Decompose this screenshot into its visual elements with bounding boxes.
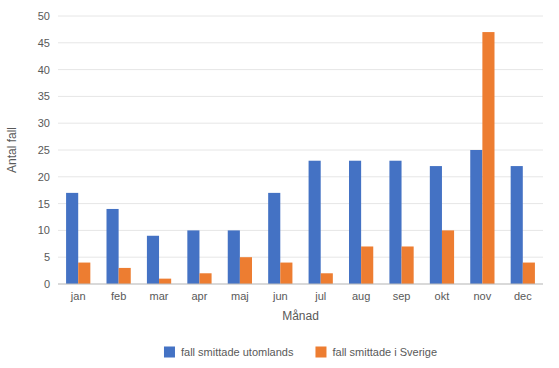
bar [159,279,171,284]
x-tick-label: feb [111,290,126,302]
y-tick-label: 5 [44,251,50,263]
legend-item: fall smittade i Sverige [315,346,437,358]
grid-line [58,16,543,17]
bar [66,193,78,284]
x-axis: jan feb mar apr maj jun jul aug sep okt nov dec [70,290,532,302]
grid-line [58,96,543,97]
y-tick-label: 45 [38,37,50,49]
bar [511,166,523,284]
grid-line [58,123,543,124]
y-tick-label: 20 [38,171,50,183]
bar [78,263,90,284]
legend: fall smittade utomlands fall smittade i S… [164,346,437,358]
x-tick-label: mar [150,290,169,302]
bar [107,209,119,284]
bar [228,230,240,284]
bar [147,236,159,284]
bar [119,268,131,284]
x-tick-label: dec [514,290,532,302]
x-tick-label: jan [70,290,86,302]
x-tick-label: apr [192,290,208,302]
bar [361,246,373,284]
x-tick-label: sep [393,290,411,302]
bar [199,273,211,284]
bar [523,263,535,284]
y-tick-label: 25 [38,144,50,156]
y-tick-label: 0 [44,278,50,290]
x-tick-label: jun [272,290,288,302]
legend-label: fall smittade i Sverige [332,346,437,358]
x-axis-line [58,284,543,285]
legend-label: fall smittade utomlands [181,346,294,358]
bar [187,230,199,284]
bar [321,273,333,284]
x-tick-label: maj [231,290,249,302]
y-tick-label: 40 [38,64,50,76]
x-tick-label: nov [474,290,492,302]
y-axis-label: Antal fall [5,127,19,173]
bar [482,32,494,284]
chart: 0 5 10 15 20 25 30 35 40 45 50 jan feb mar apr maj jun ju… [0,0,559,368]
bar [268,193,280,284]
x-tick-label: jul [314,290,326,302]
chart-container: 0 5 10 15 20 25 30 35 40 45 50 jan feb mar apr maj jun ju… [0,0,559,368]
bar [402,246,414,284]
grid-line [58,69,543,70]
x-tick-label: okt [435,290,450,302]
bar [240,257,252,284]
bar-series [66,150,523,284]
legend-swatch [315,347,326,358]
bar [309,161,321,284]
x-tick-label: aug [352,290,370,302]
bar [389,161,401,284]
grid-line [58,284,543,285]
bar [470,150,482,284]
y-tick-label: 30 [38,117,50,129]
bar-series [78,32,535,284]
x-axis-label: Månad [282,309,319,323]
legend-swatch [164,347,175,358]
bar [349,161,361,284]
y-axis: 0 5 10 15 20 25 30 35 40 45 50 [38,10,50,290]
y-tick-label: 15 [38,198,50,210]
y-tick-label: 10 [38,224,50,236]
y-tick-label: 35 [38,90,50,102]
bar [442,230,454,284]
bar [280,263,292,284]
grid [58,16,543,284]
bar [430,166,442,284]
y-tick-label: 50 [38,10,50,22]
bars [66,32,535,284]
grid-line [58,42,543,43]
legend-item: fall smittade utomlands [164,346,294,358]
